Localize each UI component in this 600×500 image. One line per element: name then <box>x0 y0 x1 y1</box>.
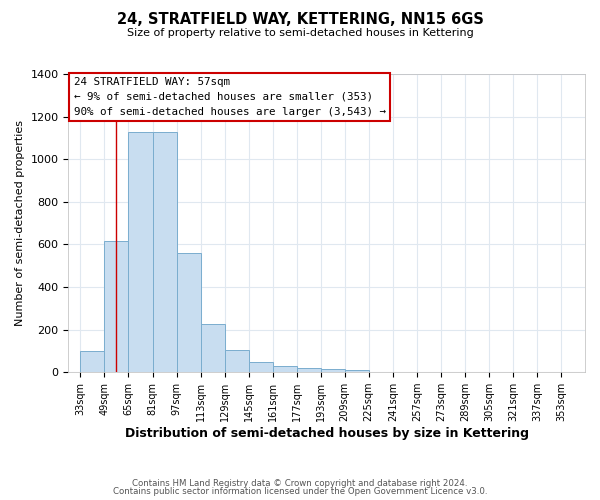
Bar <box>80 351 104 372</box>
Text: 24, STRATFIELD WAY, KETTERING, NN15 6GS: 24, STRATFIELD WAY, KETTERING, NN15 6GS <box>116 12 484 28</box>
Bar <box>104 241 128 372</box>
Bar <box>176 253 200 372</box>
Bar <box>272 366 296 372</box>
X-axis label: Distribution of semi-detached houses by size in Kettering: Distribution of semi-detached houses by … <box>125 427 529 440</box>
Y-axis label: Number of semi-detached properties: Number of semi-detached properties <box>15 120 25 326</box>
Bar <box>248 362 272 372</box>
Bar <box>152 132 176 372</box>
Bar <box>320 369 345 372</box>
Text: Contains HM Land Registry data © Crown copyright and database right 2024.: Contains HM Land Registry data © Crown c… <box>132 478 468 488</box>
Text: 24 STRATFIELD WAY: 57sqm
← 9% of semi-detached houses are smaller (353)
90% of s: 24 STRATFIELD WAY: 57sqm ← 9% of semi-de… <box>74 77 386 116</box>
Bar <box>296 368 320 372</box>
Bar <box>224 350 248 372</box>
Bar <box>128 132 152 372</box>
Bar <box>345 370 369 372</box>
Text: Contains public sector information licensed under the Open Government Licence v3: Contains public sector information licen… <box>113 488 487 496</box>
Text: Size of property relative to semi-detached houses in Kettering: Size of property relative to semi-detach… <box>127 28 473 38</box>
Bar <box>200 324 224 372</box>
